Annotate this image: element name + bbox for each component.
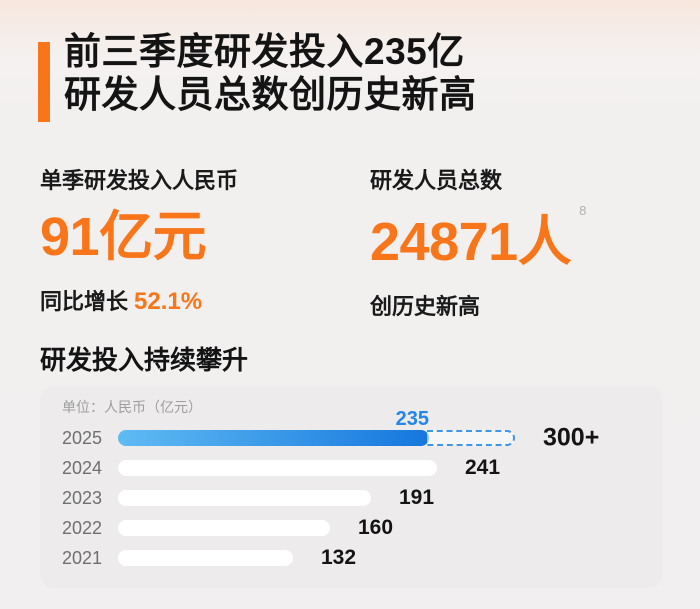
bar <box>118 550 293 566</box>
footnote-marker: 8 <box>579 203 587 218</box>
year-label: 2022 <box>62 517 103 538</box>
projection-dashed-segment <box>427 430 515 446</box>
chart-card: 单位：人民币（亿元） 2025 235 300+ 2024 241 2023 191 2022… <box>40 386 663 588</box>
year-label: 2021 <box>62 547 103 568</box>
title-accent-bar <box>38 42 50 122</box>
chart-row: 2021 132 <box>62 543 641 573</box>
chart-row: 2024 241 <box>62 453 641 483</box>
bar-area: 160 <box>118 516 641 539</box>
stat-value: 91亿元 <box>40 207 207 267</box>
bar <box>118 490 371 506</box>
page-title-line1: 前三季度研发投入235亿 <box>64 31 465 72</box>
chart-row: 2025 235 300+ <box>62 409 641 453</box>
chart-row: 2022 160 <box>62 513 641 543</box>
yoy-growth-label: 同比增长 <box>40 289 129 314</box>
yoy-growth-value: 52.1% <box>134 288 203 315</box>
chart-unit-label: 单位：人民币（亿元） <box>62 399 202 415</box>
value-label: 191 <box>399 486 435 509</box>
bar <box>118 520 330 536</box>
stat-quarterly-rnd-spend: 单季研发投入人民币 91亿元 同比增长 52.1% <box>40 163 238 316</box>
bar <box>118 460 437 476</box>
stat-subtext: 同比增长 52.1% <box>40 284 238 316</box>
year-label: 2023 <box>62 487 103 508</box>
stat-subtext: 创历史新高 <box>370 294 481 319</box>
bar-area: 132 <box>118 546 641 569</box>
year-label: 2025 <box>62 427 103 448</box>
page-title: 前三季度研发投入235亿 研发人员总数创历史新高 <box>64 30 477 116</box>
bar-highlight <box>118 430 429 446</box>
value-label: 132 <box>321 546 357 569</box>
value-label: 160 <box>358 516 394 539</box>
bar-area: 235 300+ <box>118 409 641 452</box>
stat-rnd-headcount: 研发人员总数 24871人8 创历史新高 <box>370 163 587 321</box>
stat-label: 单季研发投入人民币 <box>40 168 239 193</box>
page-title-line2: 研发人员总数创历史新高 <box>64 74 477 115</box>
chart-row: 2023 191 <box>62 483 641 513</box>
bar-area: 191 <box>118 486 641 509</box>
chart-section-title: 研发投入持续攀升 <box>40 345 249 375</box>
projection-label: 300+ <box>543 423 600 452</box>
chart-rows: 2025 235 300+ 2024 241 2023 191 2022 160 2021 132 <box>62 409 641 573</box>
bar-area: 241 <box>118 456 641 479</box>
stat-label: 研发人员总数 <box>370 168 503 193</box>
year-label: 2024 <box>62 457 103 478</box>
value-label: 241 <box>465 456 501 479</box>
highlight-value-label: 235 <box>395 408 429 430</box>
stat-value: 24871人8 <box>370 203 587 272</box>
